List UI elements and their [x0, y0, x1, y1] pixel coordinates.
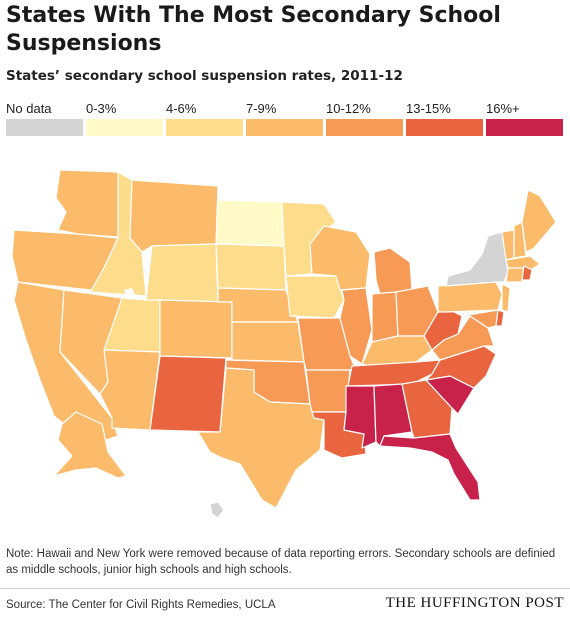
state-ar	[305, 369, 351, 413]
legend-label: 0-3%	[86, 101, 117, 116]
state-ia	[285, 275, 345, 319]
state-in	[371, 291, 399, 343]
legend-label: 10-12%	[326, 101, 371, 116]
legend-label: 16%+	[486, 101, 520, 116]
legend-label: No data	[6, 101, 52, 116]
note-text: Note: Hawaii and New York were removed b…	[6, 548, 556, 576]
state-hi	[209, 501, 225, 519]
state-wi	[309, 225, 371, 291]
state-pa	[437, 281, 503, 313]
legend-item-16-plus: 16%+	[486, 101, 563, 137]
map-title: States With The Most Secondary School Su…	[6, 3, 501, 56]
legend-swatch	[6, 119, 83, 136]
legend-swatch	[486, 119, 563, 136]
legend-swatch	[166, 119, 243, 136]
legend-item-13-15: 13-15%	[406, 101, 483, 137]
state-nm	[149, 355, 227, 433]
legend-swatch	[246, 119, 323, 136]
state-ny	[445, 231, 509, 287]
state-co	[159, 299, 233, 359]
divider	[0, 588, 570, 589]
legend-swatch	[86, 119, 163, 136]
great-salt-lake	[124, 288, 136, 300]
state-fl	[379, 433, 481, 501]
us-choropleth-map	[11, 169, 557, 519]
legend-label: 13-15%	[406, 101, 451, 116]
map-subtitle: States’ secondary school suspension rate…	[6, 68, 403, 84]
state-me	[521, 189, 557, 253]
state-ak	[53, 411, 127, 479]
state-tx	[197, 367, 325, 509]
state-sd	[215, 243, 287, 291]
legend-item-10-12: 10-12%	[326, 101, 403, 137]
state-md	[461, 309, 499, 329]
state-ri	[521, 265, 533, 281]
source-text: Source: The Center for Civil Rights Reme…	[6, 599, 276, 611]
state-il	[339, 287, 373, 365]
state-nd	[215, 199, 285, 247]
legend-item-no-data: No data	[6, 101, 83, 137]
state-ct	[505, 267, 525, 283]
legend-label: 7-9%	[246, 101, 277, 116]
legend-item-7-9: 7-9%	[246, 101, 323, 137]
state-ks	[231, 321, 305, 363]
legend-swatch	[326, 119, 403, 136]
legend-item-0-3: 0-3%	[86, 101, 163, 137]
state-ma	[505, 255, 541, 271]
state-mi	[373, 247, 413, 295]
state-de	[495, 309, 505, 327]
state-nj	[501, 283, 511, 313]
state-wy	[145, 243, 219, 303]
legend-swatch	[406, 119, 483, 136]
publisher-logo: THE HUFFINGTON POST	[385, 595, 564, 611]
legend-item-4-6: 4-6%	[166, 101, 243, 137]
state-mt	[129, 179, 219, 253]
legend: No data 0-3% 4-6% 7-9% 10-12% 13-15% 16%…	[6, 101, 564, 137]
legend-label: 4-6%	[166, 101, 197, 116]
